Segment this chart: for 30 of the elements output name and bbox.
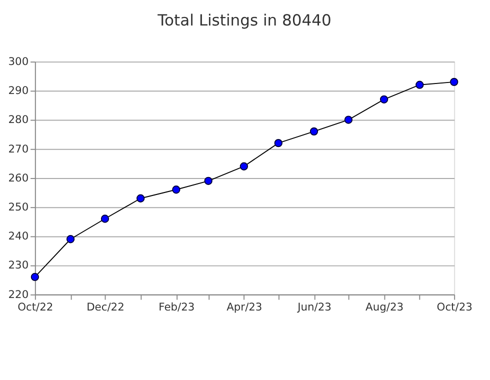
- point: [274, 138, 282, 148]
- chart-title: Total Listings in 80440: [156, 12, 332, 30]
- point: [450, 78, 458, 86]
- y-tick-label: 240: [8, 230, 29, 243]
- y-tick-label: 300: [8, 54, 29, 68]
- x-tick-label: Apr/23: [226, 300, 262, 314]
- point: [30, 272, 40, 282]
- y-tick-label: 290: [8, 84, 29, 98]
- y-tick-label: 280: [8, 113, 29, 126]
- x-tick-label: Oct/22: [18, 300, 54, 314]
- x-tick-label: Aug/23: [366, 300, 404, 314]
- point: [416, 80, 424, 89]
- point: [204, 176, 212, 185]
- x-tick-label: Jun/23: [296, 300, 332, 314]
- point: [100, 214, 110, 223]
- point: [380, 95, 388, 104]
- point: [310, 127, 318, 136]
- y-tick-label: 250: [8, 200, 29, 214]
- y-tick-label: 270: [8, 142, 29, 156]
- y-tick-label: 220: [8, 288, 29, 301]
- y-tick-label: 230: [8, 258, 29, 272]
- x-tick-label: Oct/23: [436, 300, 472, 314]
- x-tick-label: Dec/22: [86, 300, 124, 314]
- point: [172, 186, 180, 194]
- y-tick-label: 260: [8, 171, 29, 184]
- point: [136, 194, 145, 202]
- point: [344, 116, 353, 124]
- point: [240, 162, 248, 170]
- x-tick-label: Feb/23: [158, 300, 195, 314]
- point: [66, 235, 75, 244]
